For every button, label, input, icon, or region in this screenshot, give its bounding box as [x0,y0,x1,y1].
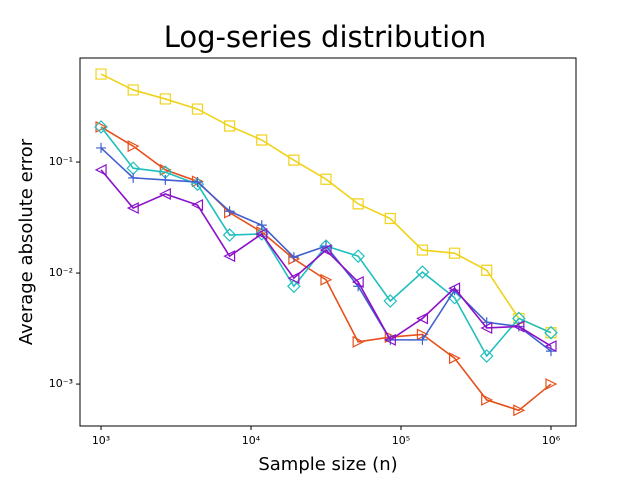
chart-title: Log-series distribution [164,20,487,54]
marker [191,199,204,211]
marker [351,276,364,288]
marker [415,265,430,279]
marker [126,202,139,215]
marker [320,273,333,286]
marker [416,244,429,256]
marker [159,93,171,105]
marker [288,154,300,166]
marker [351,249,366,263]
marker [479,349,494,363]
marker [320,173,332,185]
x-tick-label: 10³ [92,434,110,447]
marker [128,172,139,183]
y-tick-label: 10⁻² [49,266,73,279]
marker [352,198,364,210]
marker [224,206,235,217]
marker [480,322,493,334]
y-axis-label: Average absolute error [16,138,37,345]
marker [545,378,558,391]
x-tick-label: 10⁵ [392,434,410,447]
marker [223,120,236,132]
marker [94,163,107,176]
y-tick-label: 10⁻³ [49,377,73,390]
marker [544,340,557,353]
marker [383,294,398,308]
series-line [100,169,552,347]
marker [127,140,140,153]
marker [417,334,428,345]
marker [256,220,267,231]
marker [95,120,108,133]
marker [383,333,396,346]
series-line [100,126,552,412]
marker [448,282,461,295]
marker [481,264,493,276]
marker [158,188,171,200]
marker [287,279,301,294]
marker [223,250,236,263]
marker [448,247,461,259]
x-tick-label: 10⁶ [542,434,561,447]
marker [96,142,107,153]
marker [288,252,299,263]
marker [384,212,396,225]
marker [481,393,494,406]
marker [127,84,139,96]
marker [513,404,526,417]
x-tick-label: 10⁴ [242,434,261,447]
marker [192,177,203,188]
marker [191,103,204,115]
x-axis-label: Sample size (n) [258,454,397,475]
marker [512,320,525,333]
marker [256,134,268,146]
marker [287,272,300,285]
marker [95,68,107,80]
marker [448,352,461,365]
marker [160,174,171,185]
marker [94,120,108,134]
marker [545,346,556,357]
marker [222,228,237,242]
marker [416,312,429,325]
y-tick-label: 10⁻¹ [49,155,73,168]
marker [255,227,268,240]
series-line [100,73,552,334]
marker [319,244,332,257]
marker [544,325,558,340]
marker [352,335,365,348]
marker [254,227,269,241]
plot-frame [79,57,577,427]
